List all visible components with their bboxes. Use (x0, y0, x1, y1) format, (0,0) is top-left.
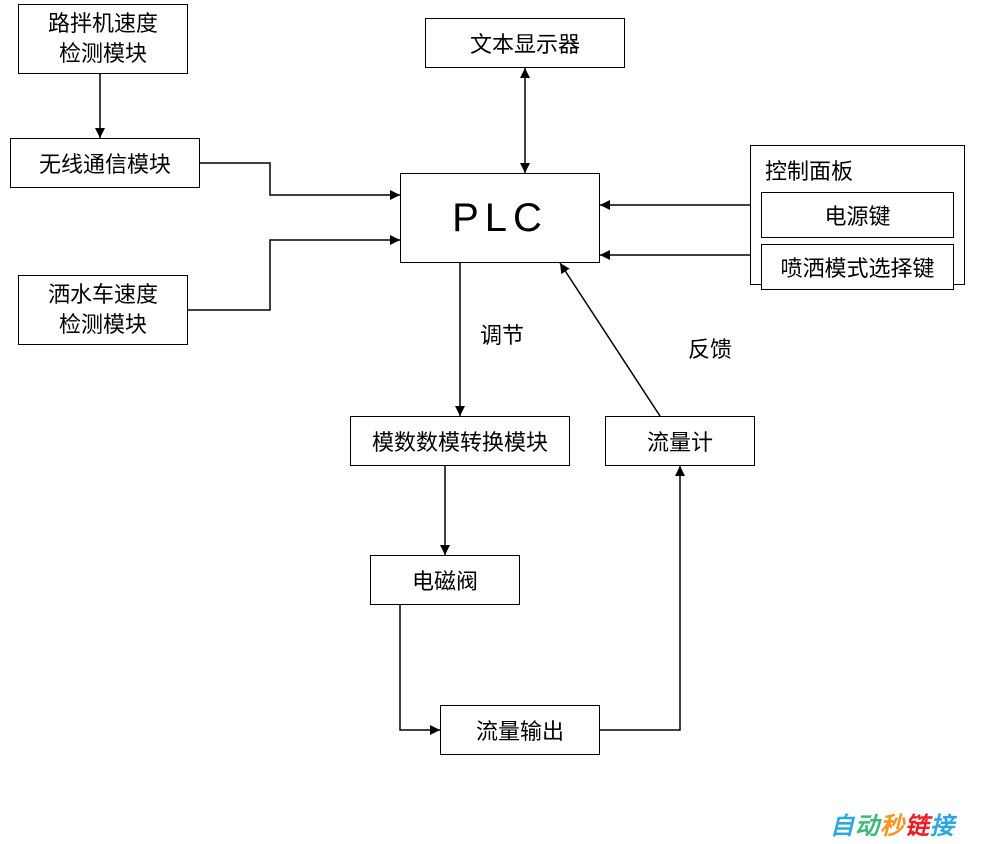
node-label: PLC (452, 196, 548, 241)
node-text-display: 文本显示器 (425, 18, 625, 68)
node-label: 流量计 (647, 425, 713, 457)
node-solenoid: 电磁阀 (370, 555, 520, 605)
node-plc: PLC (400, 173, 600, 263)
edge-label-adjust: 调节 (480, 318, 524, 350)
node-road-mixer-speed: 路拌机速度 检测模块 (18, 4, 188, 74)
node-label: 模数数模转换模块 (372, 425, 548, 457)
node-label: 文本显示器 (470, 27, 580, 59)
node-flow-output: 流量输出 (440, 705, 600, 755)
node-sprinkler-speed: 洒水车速度 检测模块 (18, 275, 188, 345)
button-label: 电源键 (824, 204, 890, 229)
node-line-2: 检测模块 (59, 39, 147, 69)
node-line-1: 洒水车速度 (48, 280, 158, 310)
node-label: 无线通信模块 (39, 147, 171, 179)
control-panel-power-button[interactable]: 电源键 (761, 192, 954, 238)
node-converter: 模数数模转换模块 (350, 416, 570, 466)
node-control-panel: 控制面板 电源键 喷洒模式选择键 (750, 145, 965, 285)
button-label: 喷洒模式选择键 (780, 256, 934, 281)
control-panel-title: 控制面板 (761, 154, 954, 186)
edge-label-feedback: 反馈 (688, 332, 732, 364)
node-wireless: 无线通信模块 (10, 138, 200, 188)
node-line-2: 检测模块 (59, 310, 147, 340)
watermark: 自动秒链接 (830, 806, 955, 841)
node-flow-meter: 流量计 (605, 416, 755, 466)
node-line-1: 路拌机速度 (48, 9, 158, 39)
node-label: 电磁阀 (412, 564, 478, 596)
node-label: 流量输出 (476, 714, 564, 746)
control-panel-mode-button[interactable]: 喷洒模式选择键 (761, 244, 954, 290)
